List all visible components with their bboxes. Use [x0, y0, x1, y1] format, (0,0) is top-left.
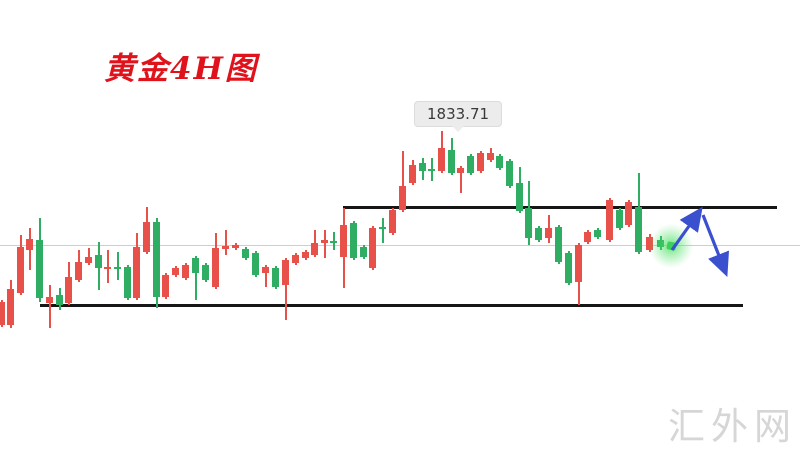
- candle-body: [594, 230, 601, 237]
- candle-body: [409, 165, 416, 183]
- candle-body: [448, 150, 455, 173]
- candle-wick: [88, 248, 90, 265]
- candle-body: [369, 228, 376, 268]
- price-label-value: 1833.71: [427, 105, 490, 123]
- candle-wick: [402, 151, 404, 212]
- candle-body: [262, 267, 269, 273]
- candle-body: [202, 265, 209, 280]
- candle-body: [525, 208, 532, 238]
- candle-body: [555, 227, 562, 262]
- candle-body: [516, 183, 523, 211]
- candle-wick: [195, 256, 197, 300]
- candle-body: [457, 168, 464, 173]
- candle-body: [584, 232, 591, 242]
- candle-wick: [225, 230, 227, 255]
- candle-body: [428, 169, 435, 171]
- candle-body: [143, 222, 150, 252]
- candle-body: [565, 253, 572, 283]
- candle-body: [606, 200, 613, 240]
- candle-body: [635, 207, 642, 252]
- candle-body: [36, 240, 43, 298]
- resistance-line: [343, 205, 777, 209]
- candle-body: [212, 248, 219, 287]
- candle-body: [124, 267, 131, 298]
- candle-body: [153, 222, 160, 297]
- candle-body: [95, 255, 102, 268]
- candle-body: [419, 163, 426, 171]
- candle-body: [162, 275, 169, 297]
- candle-wick: [460, 166, 462, 193]
- candle-body: [272, 268, 279, 287]
- candle-body: [26, 239, 33, 250]
- candle-body: [360, 247, 367, 257]
- candle-body: [330, 241, 337, 243]
- chart-title: 黄金4H图: [104, 51, 258, 87]
- candle-body: [282, 260, 289, 285]
- candle-body: [389, 210, 396, 233]
- candle-body: [535, 228, 542, 240]
- candle-body: [75, 262, 82, 280]
- candle-body: [17, 247, 24, 293]
- candle-body: [56, 295, 63, 305]
- support-line: [40, 303, 743, 307]
- candle-body: [232, 245, 239, 248]
- candle-body: [46, 297, 53, 303]
- candle-wick: [107, 250, 109, 283]
- candle-body: [182, 265, 189, 278]
- candle-body: [311, 243, 318, 255]
- watermark: 汇外网: [668, 405, 797, 448]
- candle-body: [302, 252, 309, 258]
- candle-body: [172, 268, 179, 275]
- candle-body: [133, 247, 140, 298]
- candle-body: [487, 153, 494, 160]
- candle-wick: [285, 258, 287, 320]
- candle-body: [506, 161, 513, 186]
- candle-wick: [49, 285, 51, 328]
- price-label: 1833.71: [414, 101, 503, 132]
- candle-body: [467, 156, 474, 173]
- candle-body: [222, 246, 229, 249]
- candle-body: [340, 225, 347, 257]
- candle-body: [477, 153, 484, 171]
- candle-body: [321, 240, 328, 243]
- candle-body: [292, 255, 299, 263]
- candle-body: [575, 245, 582, 282]
- candle-body: [85, 257, 92, 263]
- candle-body: [496, 156, 503, 168]
- candle-body: [104, 267, 111, 269]
- candle-body: [379, 227, 386, 229]
- candle-wick: [382, 218, 384, 243]
- current-price-line: [0, 245, 800, 246]
- candle-wick: [117, 252, 119, 280]
- candle-body: [625, 202, 632, 225]
- candle-body: [616, 210, 623, 228]
- candle-wick: [265, 265, 267, 287]
- candle-body: [114, 267, 121, 269]
- candle-body: [7, 289, 14, 325]
- candle-body: [65, 277, 72, 303]
- candle-body: [399, 186, 406, 210]
- candle-body: [350, 223, 357, 258]
- candle-body: [438, 148, 445, 171]
- candle-wick: [324, 230, 326, 258]
- candle-body: [545, 228, 552, 238]
- candle-body: [192, 258, 199, 273]
- candle-body: [0, 302, 5, 325]
- candle-body: [242, 249, 249, 258]
- candle-body: [252, 253, 259, 275]
